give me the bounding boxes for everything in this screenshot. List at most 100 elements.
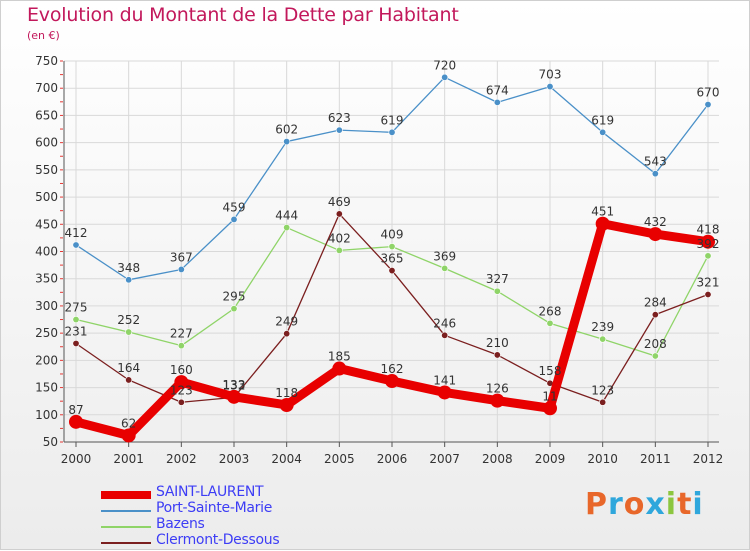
data-point xyxy=(174,375,189,390)
data-point xyxy=(283,224,291,232)
chart-subtitle: (en €) xyxy=(27,29,60,42)
data-point xyxy=(335,246,343,254)
logo-letter: P xyxy=(585,487,608,522)
logo-letter: i xyxy=(665,487,678,522)
data-point xyxy=(385,374,399,389)
data-point xyxy=(388,267,396,275)
data-label: 392 xyxy=(697,237,720,251)
data-point xyxy=(283,330,291,338)
y-tick-label: 750 xyxy=(35,54,58,68)
data-point xyxy=(437,385,452,400)
data-point xyxy=(651,170,659,178)
data-label: 418 xyxy=(697,223,720,237)
data-label: 348 xyxy=(117,261,140,275)
x-tick-label: 2006 xyxy=(377,452,408,466)
data-point xyxy=(704,101,712,109)
data-point xyxy=(490,393,505,408)
data-point xyxy=(599,128,607,136)
data-point xyxy=(599,335,607,343)
y-tick-label: 400 xyxy=(35,245,58,259)
data-label: 249 xyxy=(275,315,298,329)
data-point xyxy=(72,241,80,249)
x-tick-label: 2009 xyxy=(535,452,566,466)
data-label: 619 xyxy=(381,113,404,127)
data-point xyxy=(230,215,238,223)
data-label: 133 xyxy=(223,378,246,392)
data-label: 369 xyxy=(433,249,456,263)
data-point xyxy=(493,351,501,359)
data-label: 327 xyxy=(486,272,509,286)
proxiti-logo: Proxiti xyxy=(585,487,704,522)
data-label: 412 xyxy=(65,226,88,240)
data-label: 62 xyxy=(121,416,136,430)
data-point xyxy=(279,397,294,412)
data-label: 409 xyxy=(381,228,404,242)
data-point xyxy=(72,316,80,324)
data-point xyxy=(388,243,396,251)
data-point xyxy=(546,319,554,327)
data-point xyxy=(648,227,663,242)
data-label: 227 xyxy=(170,327,193,341)
data-point xyxy=(701,234,715,249)
data-label: 252 xyxy=(117,313,140,327)
data-label: 365 xyxy=(381,252,404,266)
data-label: 160 xyxy=(170,363,193,377)
x-tick-label: 2000 xyxy=(61,452,92,466)
x-tick-label: 2011 xyxy=(640,452,671,466)
data-label: 231 xyxy=(65,324,88,338)
data-point xyxy=(441,264,449,272)
y-tick-label: 700 xyxy=(35,81,58,95)
data-point xyxy=(332,361,347,376)
data-point xyxy=(335,210,343,218)
data-label: 87 xyxy=(68,403,83,417)
data-label: 185 xyxy=(328,350,351,364)
data-point xyxy=(388,128,396,136)
x-tick-label: 2001 xyxy=(113,452,144,466)
y-tick-label: 500 xyxy=(35,190,58,204)
data-label: 451 xyxy=(591,205,614,219)
data-label: 208 xyxy=(644,337,667,351)
data-label: 132 xyxy=(223,378,246,392)
data-label: 720 xyxy=(433,58,456,72)
chart-title: Evolution du Montant de la Dette par Hab… xyxy=(27,4,459,26)
legend-swatch xyxy=(101,542,151,544)
x-tick-label: 2007 xyxy=(429,452,460,466)
legend-label: Bazens xyxy=(156,516,205,532)
x-tick-label: 2004 xyxy=(271,452,302,466)
data-point xyxy=(543,401,557,416)
data-label: 162 xyxy=(381,362,404,376)
y-tick-label: 200 xyxy=(35,353,58,367)
data-label: 275 xyxy=(65,301,88,315)
x-tick-label: 2005 xyxy=(324,452,355,466)
data-point xyxy=(177,398,185,406)
data-point xyxy=(125,276,133,284)
data-point xyxy=(595,216,610,231)
data-label: 284 xyxy=(644,296,667,310)
legend-swatch xyxy=(101,526,151,528)
data-point xyxy=(121,428,136,443)
legend-label: Port-Sainte-Marie xyxy=(156,500,273,516)
x-tick-label: 2002 xyxy=(166,452,197,466)
logo-letter: i xyxy=(692,487,704,522)
data-label: 367 xyxy=(170,250,193,264)
data-label: 543 xyxy=(644,155,667,169)
data-label: 164 xyxy=(117,361,140,375)
data-point xyxy=(493,98,501,106)
data-label: 619 xyxy=(591,113,614,127)
data-label: 239 xyxy=(591,320,614,334)
y-tick-label: 250 xyxy=(35,326,58,340)
data-point xyxy=(493,287,501,295)
data-point xyxy=(651,311,659,319)
x-tick-label: 2008 xyxy=(482,452,513,466)
data-label: 432 xyxy=(644,215,667,229)
data-point xyxy=(651,352,659,360)
data-label: 123 xyxy=(591,383,614,397)
data-point xyxy=(177,342,185,350)
data-label: 402 xyxy=(328,231,351,245)
logo-letter: r xyxy=(608,487,624,522)
data-point xyxy=(599,398,607,406)
legend-label: SAINT-LAURENT xyxy=(156,484,264,500)
data-point xyxy=(704,252,712,260)
